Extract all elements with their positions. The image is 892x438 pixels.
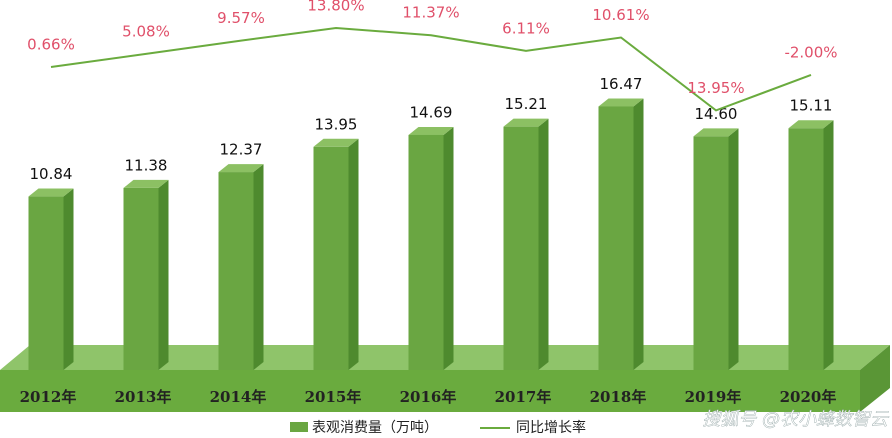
legend-label: 同比增长率	[516, 419, 586, 436]
bar-side	[158, 179, 169, 370]
bar-top	[503, 118, 549, 127]
bar	[408, 134, 444, 370]
x-tick-label: 2014年	[210, 388, 267, 406]
data-label: 11.38	[125, 156, 168, 174]
bar-top	[28, 188, 74, 197]
data-label: 13.80%	[307, 0, 364, 15]
bar-side	[348, 138, 359, 370]
data-label: 9.57%	[217, 9, 265, 27]
x-tick-label: 2017年	[495, 388, 552, 406]
legend-swatch	[290, 422, 308, 432]
bar	[693, 136, 729, 370]
bar	[598, 106, 634, 370]
bar-side	[443, 126, 454, 371]
platform-front	[0, 370, 860, 412]
data-label: 11.37%	[402, 4, 459, 22]
data-label: 15.21	[505, 95, 548, 113]
data-label: -2.00%	[784, 43, 837, 61]
x-tick-label: 2015年	[305, 388, 362, 406]
bar-side	[633, 98, 644, 370]
x-tick-label: 2012年	[20, 388, 77, 406]
watermark: 搜狐号 @农小蜂数智云	[702, 409, 890, 430]
x-tick-label: 2018年	[590, 388, 647, 406]
x-tick-label: 2013年	[115, 388, 172, 406]
bar-top	[408, 126, 454, 135]
data-label: 13.95%	[687, 79, 744, 97]
x-tick-label: 2019年	[685, 388, 742, 406]
data-label: 14.69	[410, 103, 453, 121]
bar	[218, 172, 254, 370]
bar-side	[823, 120, 834, 371]
data-label: 0.66%	[27, 36, 75, 54]
bar-side	[63, 188, 74, 370]
bar	[313, 146, 349, 370]
bar-side	[538, 118, 549, 370]
data-label: 12.37	[220, 141, 263, 159]
bar	[788, 128, 824, 370]
bar	[123, 187, 159, 370]
x-tick-label: 2020年	[780, 388, 837, 406]
data-label: 6.11%	[502, 19, 550, 37]
bar-top	[693, 128, 739, 137]
line	[50, 27, 812, 112]
bar-top	[123, 179, 169, 188]
data-label: 10.84	[30, 165, 73, 183]
bar-side	[728, 128, 739, 370]
data-label: 5.08%	[122, 22, 170, 40]
platform-side	[860, 345, 890, 412]
data-label: 13.95	[315, 115, 358, 133]
x-tick-label: 2016年	[400, 388, 457, 406]
data-label: 15.11	[790, 97, 833, 115]
bar-top	[313, 138, 359, 147]
bar	[28, 196, 64, 370]
bar-top	[788, 120, 834, 129]
legend-label: 表观消费量（万吨）	[312, 420, 438, 436]
bar-top	[218, 164, 264, 173]
data-label: 16.47	[600, 75, 643, 93]
data-label: 10.61%	[592, 6, 649, 24]
bar	[503, 126, 539, 370]
bar-top	[598, 98, 644, 107]
data-label: 14.60	[695, 105, 738, 123]
bar-side	[253, 164, 264, 370]
